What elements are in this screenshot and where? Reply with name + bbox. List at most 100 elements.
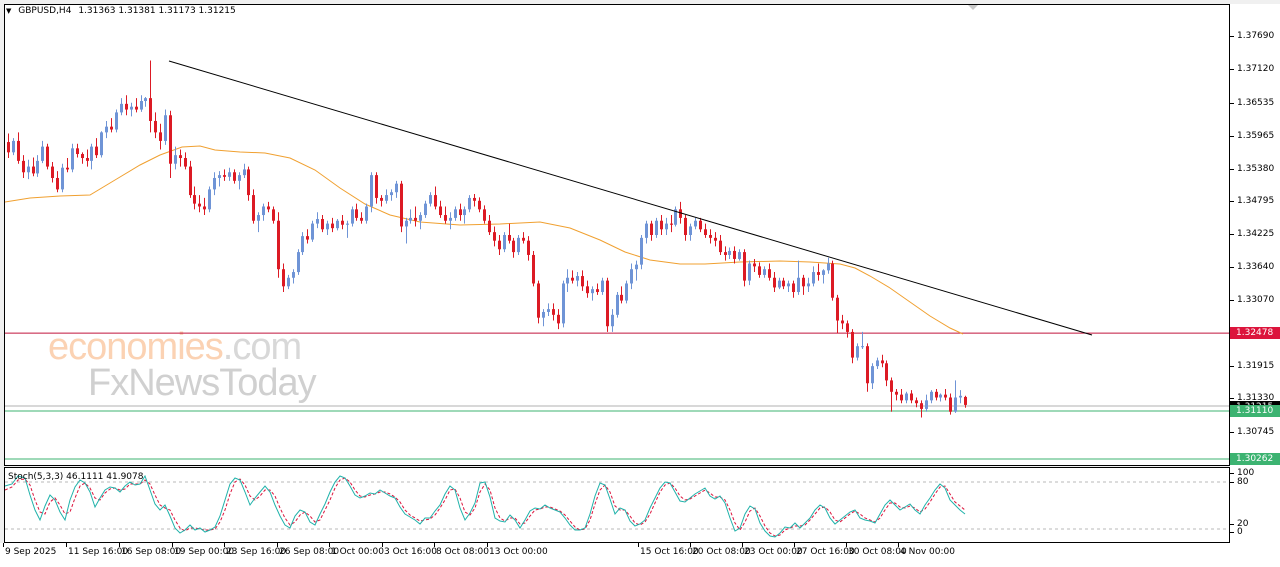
- stoch-tick: 100: [1229, 468, 1255, 478]
- candle-body: [930, 391, 933, 401]
- candle-body: [841, 320, 844, 324]
- candle-body: [532, 254, 535, 284]
- candle-body: [252, 195, 255, 221]
- candle-body: [130, 106, 133, 110]
- candle-body: [66, 167, 69, 170]
- candle-body: [459, 209, 462, 216]
- candle-body: [120, 103, 123, 113]
- price-tick: 1.36535: [1229, 98, 1275, 108]
- candle-body: [32, 166, 35, 174]
- candle-body: [537, 283, 540, 318]
- candle-body: [939, 394, 942, 398]
- candle-body: [949, 397, 952, 412]
- candle-body: [895, 391, 898, 395]
- candle-body: [787, 283, 790, 287]
- candle-body: [576, 276, 579, 281]
- candle-body: [223, 175, 226, 177]
- candle-body: [439, 206, 442, 216]
- candle-body: [144, 98, 147, 102]
- price-tick: 1.33640: [1229, 262, 1275, 272]
- candle-body: [616, 294, 619, 315]
- candle-body: [100, 132, 103, 156]
- candle-body: [27, 166, 30, 173]
- candle-body: [768, 269, 771, 278]
- time-axis[interactable]: 9 Sep 2025 11 Sep 16:00 16 Sep 08:00 19 Sep…: [0, 543, 1280, 567]
- candle-body: [557, 314, 560, 324]
- candle-body: [306, 236, 309, 240]
- candle-body: [444, 215, 447, 221]
- time-tick: 30 Oct 08:00: [846, 543, 907, 557]
- symbol-name: GBPUSD,H4: [18, 6, 72, 16]
- candle-body: [414, 217, 417, 221]
- candle-body: [95, 146, 98, 156]
- candle-body: [355, 209, 358, 218]
- candle-body: [429, 195, 432, 204]
- candle-body: [115, 112, 118, 130]
- candle-body: [336, 220, 339, 229]
- candle-body: [679, 209, 682, 218]
- candle-body: [670, 223, 673, 225]
- candle-body: [213, 177, 216, 190]
- candle-body: [331, 223, 334, 229]
- candle-body: [674, 209, 677, 225]
- candle-body: [311, 223, 314, 240]
- candle-body: [272, 209, 275, 221]
- price-axis[interactable]: 1.37690 1.37120 1.36535 1.35965 1.35380 1.347…: [1229, 4, 1280, 543]
- candle-body: [247, 169, 250, 196]
- candle-body: [836, 297, 839, 321]
- candle-body: [287, 277, 290, 287]
- ohlc-values: 1.31363 1.31381 1.31173 1.31215: [78, 6, 236, 16]
- candle-body: [169, 115, 172, 164]
- candle-body: [871, 366, 874, 384]
- candle-body: [424, 203, 427, 216]
- time-tick: 9 Sep 2025: [2, 543, 57, 557]
- candle-body: [218, 175, 221, 178]
- candle-body: [699, 220, 702, 230]
- candle-body: [380, 197, 383, 201]
- time-tick: 23 Oct 00:00: [742, 543, 803, 557]
- candle-body: [125, 103, 128, 110]
- candle-body: [56, 177, 59, 190]
- candle-body: [920, 403, 923, 409]
- candle-body: [498, 240, 501, 250]
- candle-body: [562, 283, 565, 324]
- time-tick: 15 Oct 16:00: [638, 543, 699, 557]
- candle-body: [709, 234, 712, 238]
- candle-body: [7, 142, 10, 153]
- candle-body: [174, 155, 177, 164]
- candle-body: [341, 220, 344, 225]
- candle-body: [478, 200, 481, 210]
- candle-body: [228, 172, 231, 177]
- triangle-down-icon[interactable]: ▼: [6, 7, 12, 15]
- candle-body: [944, 394, 947, 398]
- candle-body: [885, 363, 888, 381]
- candle-body: [434, 195, 437, 207]
- symbol-header[interactable]: ▼ GBPUSD,H4 1.31363 1.31381 1.31173 1.31…: [6, 6, 236, 16]
- candle-body: [473, 197, 476, 201]
- candle-body: [360, 217, 363, 221]
- candle-body: [925, 400, 928, 409]
- candle-body: [51, 166, 54, 178]
- candle-body: [316, 219, 319, 224]
- main-price-pane[interactable]: [4, 4, 1230, 466]
- candle-body: [876, 360, 879, 367]
- candle-body: [728, 250, 731, 255]
- candle-body: [203, 206, 206, 210]
- stoch-indicator-label[interactable]: Stoch(5,3,3) 46.1111 41.9078: [8, 472, 144, 482]
- candle-body: [694, 220, 697, 227]
- candle-body: [625, 283, 628, 301]
- candle-body: [797, 277, 800, 293]
- candle-body: [405, 220, 408, 227]
- candle-body: [620, 294, 623, 301]
- candle-body: [326, 223, 329, 230]
- candle-body: [36, 160, 39, 174]
- candle-body: [758, 266, 761, 275]
- candle-body: [581, 276, 584, 287]
- candle-body: [724, 252, 727, 255]
- candle-body: [110, 126, 113, 130]
- candle-body: [400, 183, 403, 227]
- candle-body: [650, 223, 653, 235]
- candle-body: [822, 270, 825, 275]
- candle-body: [905, 393, 908, 401]
